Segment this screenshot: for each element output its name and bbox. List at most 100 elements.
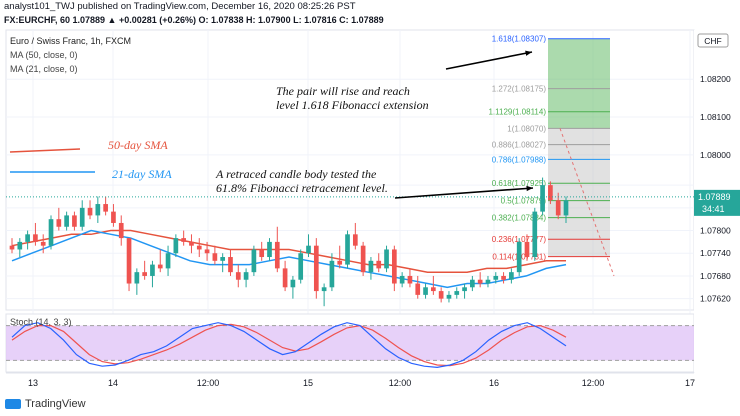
candle-body [423,287,428,295]
candle-body [126,238,132,284]
candle-body [64,215,69,227]
candle-body [329,260,335,288]
candle-body [306,245,311,254]
fib-level-label: 1(1.08070) [507,124,546,133]
candle-body [95,204,101,216]
candle-body [165,253,171,269]
chart-title[interactable]: Euro / Swiss Franc, 1h, FXCM [10,36,132,46]
price-axis: 1.07620 1.07680 1.07740 1.07800 1.08000 1.081… [6,30,740,388]
candle-body [290,279,296,288]
candle-body [313,245,319,292]
stochastic-panel: 80.0040.00 [5,313,722,373]
sma50-label: 50-day SMA [108,138,168,152]
last-price-tag [694,189,740,216]
tradingview-watermark: TradingView [5,398,86,410]
fib-level-label: 0.786(1.07988) [492,155,547,164]
price-tick: 1.08100 [700,112,731,122]
ma21-legend[interactable]: MA (21, close, 0) [10,64,78,74]
candle-body [532,211,538,258]
candle-body [368,260,374,273]
candle-body [524,241,530,258]
bar-countdown: 34:41 [702,204,725,214]
time-tick: 14 [108,378,118,388]
candle-body [56,219,62,227]
price-tick: 1.07680 [700,271,731,281]
candle-body [220,257,226,261]
candle-body [181,238,187,242]
fib-level-label: 1.272(1.08175) [492,85,547,94]
candle-body [274,241,280,269]
rise-annotation-line1: The pair will rise and reach [276,84,410,98]
candle-body [9,245,15,250]
candle-body [462,287,467,292]
candle-body [267,241,272,258]
time-tick: 16 [489,378,499,388]
candle-body [360,245,366,273]
candle-body [235,272,241,280]
candle-body [345,234,350,265]
candle-body [118,222,124,239]
symbol-ohlc-line: FX:EURCHF, 60 1.07889 ▲ +0.00281 (+0.26%… [4,15,384,25]
candle-body [431,287,436,292]
fib-level-label: 0.382(1.07834) [492,214,547,223]
candlestick-series [9,177,569,307]
rise-arrow [445,51,533,70]
candle-body [548,185,553,201]
candle-body [259,249,265,258]
fib-level-label: 1.618(1.08307) [492,35,547,44]
candle-body [142,272,147,276]
candle-body [407,275,413,284]
candle-body [352,234,358,246]
ma50-line [11,229,566,273]
time-tick: 12:00 [197,378,220,388]
candle-body [204,249,210,254]
time-tick: 12:00 [582,378,605,388]
candle-body [251,249,257,273]
time-tick: 17 [685,378,695,388]
candle-body [17,241,23,250]
retrace-annotation-line2: 61.8% Fibonacci retracement level. [216,181,388,195]
price-tick: 1.08200 [700,74,731,84]
candle-body [150,264,155,276]
candle-body [337,260,343,265]
candle-body [33,234,38,242]
candle-body [25,234,30,242]
candle-body [157,264,163,269]
fib-level-label: 0.886(1.08027) [492,141,547,150]
candle-body [48,219,54,246]
stoch-legend[interactable]: Stoch (14, 3, 3) [10,317,72,327]
fib-level-label: 1.1129(1.08114) [488,108,546,117]
candle-body [540,185,545,212]
fib-level-label: 0.618(1.07925) [492,179,547,188]
fibonacci-extension-tool: 1.618(1.08307) 1.272(1.08175) 1.1129(1.081… [488,35,615,277]
candle-body [134,272,140,284]
candle-body [189,241,194,246]
fib-level-label: 0.5(1.07879) [501,197,547,206]
stoch-k-line [11,322,567,369]
price-tick: 1.07740 [700,248,731,258]
candle-body [415,283,421,295]
candle-body [516,241,522,273]
candle-body [384,249,389,269]
candle-body [298,253,304,280]
currency-label: CHF [704,36,721,46]
candle-body [454,291,460,295]
fib-trend-line [559,128,615,277]
ma50-legend[interactable]: MA (50, close, 0) [10,50,78,60]
annotation-arrows [394,50,534,199]
fib-zone-lower [548,128,610,257]
candle-body [563,200,569,216]
candle-body [173,238,179,254]
candle-body [103,204,108,212]
price-tick: 1.07620 [700,294,731,304]
retrace-arrow [394,187,534,199]
last-price-label: 1.07889 [698,192,731,202]
rise-annotation-line2: level 1.618 Fibonacci extension [276,98,429,112]
currency-badge [697,33,729,48]
fib-zone-upper [548,38,610,129]
sma50-swatch [9,148,81,153]
candle-body [87,207,93,216]
candle-body [470,279,475,288]
candle-body [509,272,514,280]
